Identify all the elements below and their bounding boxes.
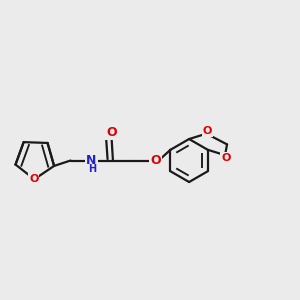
Text: O: O — [150, 154, 161, 167]
Text: O: O — [29, 174, 38, 184]
Text: O: O — [202, 126, 212, 136]
Text: O: O — [106, 126, 117, 139]
Text: N: N — [86, 154, 97, 167]
Text: O: O — [221, 152, 231, 163]
Text: H: H — [88, 164, 96, 174]
